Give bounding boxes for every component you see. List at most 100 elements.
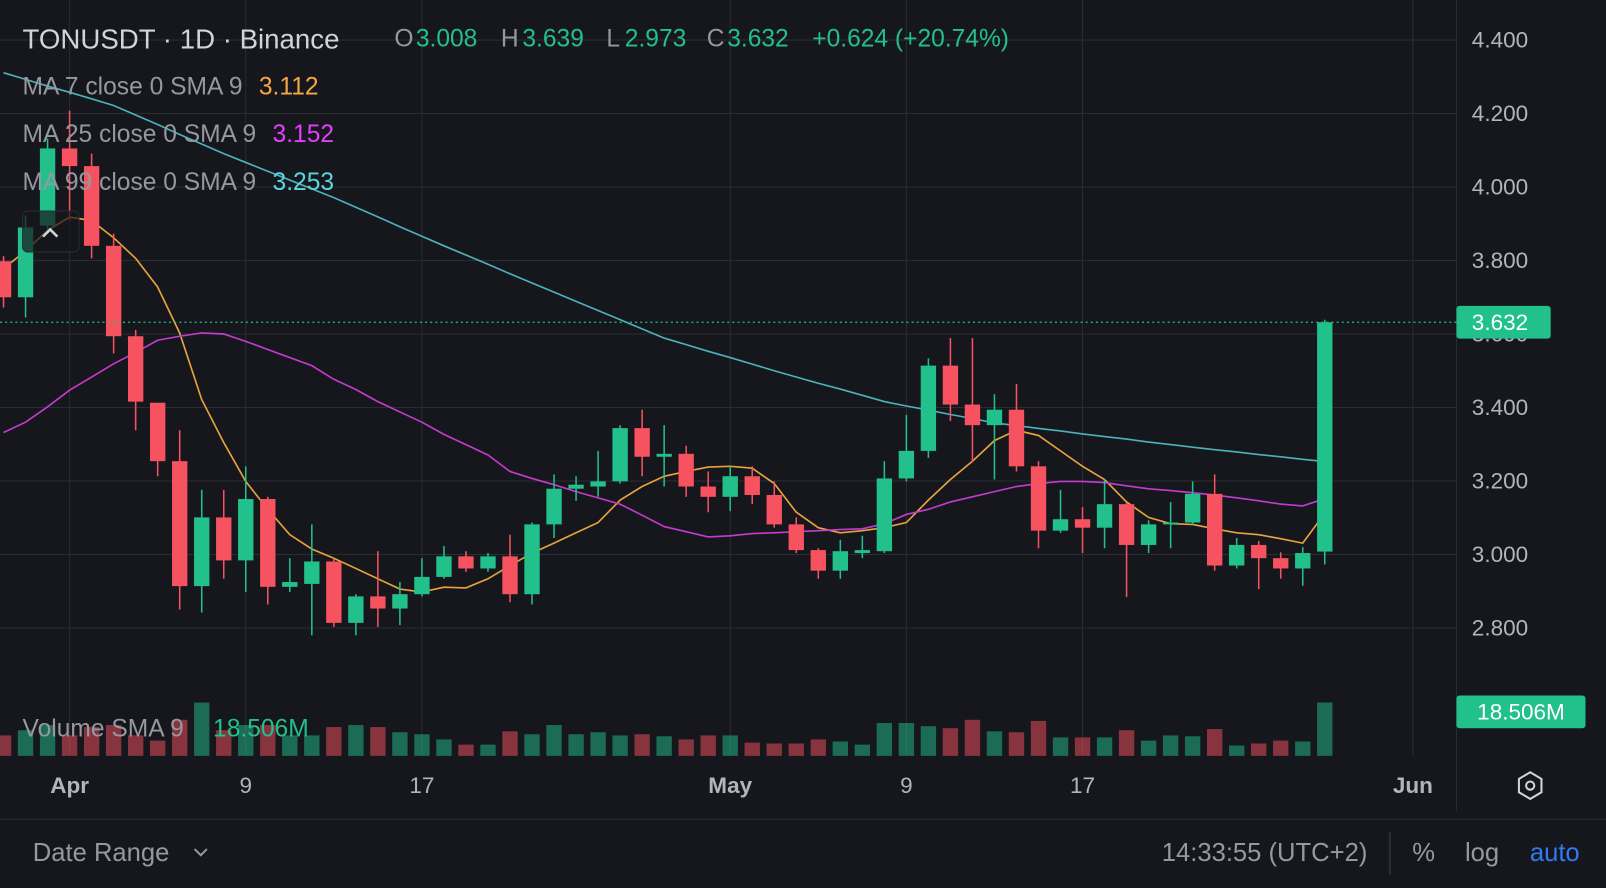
candle-body [744,476,760,495]
price-badge [1456,305,1551,339]
volume-bar [1229,745,1245,756]
volume-bar [744,742,760,756]
candle-body [1052,519,1069,531]
candle-body [964,404,981,426]
volume-bar [590,732,606,756]
legend-label: MA 25 close 0 SMA 9 [23,121,257,148]
candle-body [1030,466,1047,531]
candle-body [127,336,144,402]
candle-body [326,561,342,623]
candle-body [612,428,628,482]
auto-toggle[interactable]: auto [1530,839,1580,867]
volume-bar [326,727,342,756]
candle-body [194,517,210,587]
date-range[interactable]: Date Range [33,839,170,867]
volume-bar [546,725,562,756]
candle-body [149,402,166,462]
legend-label: MA 99 close 0 SMA 9 [23,169,257,196]
volume-bar [722,735,738,756]
price-badge-label: 3.632 [1472,310,1528,335]
candle-body [942,365,959,405]
candle-body [39,148,56,226]
volume-bar [568,734,584,756]
candle-body [436,556,452,577]
volume-bar [612,735,628,756]
percent-toggle[interactable]: % [1412,839,1435,867]
volume-bar [1052,737,1069,756]
candle-body [502,556,518,595]
volume-bar [392,732,408,756]
candle-body [568,484,584,489]
ohlc-label: C [707,25,725,52]
volume-bar [634,734,650,756]
volume-bar [480,744,496,756]
candle-body [83,166,100,246]
volume-bar [194,702,210,756]
y-tick-label: 3.400 [1472,395,1528,420]
volume-bar [127,735,144,756]
volume-bar [964,719,981,756]
volume-bar [1162,735,1179,756]
volume-bar [656,736,672,756]
volume-bar [942,728,959,756]
ma-line [3,71,1325,463]
log-toggle[interactable]: log [1465,839,1499,867]
axes: 2.8003.0003.2003.4003.6003.8004.0004.200… [50,28,1528,799]
candle-body [216,517,232,561]
candle-body [1251,544,1267,559]
legend-value: 3.152 [273,121,335,148]
candle-body [260,499,276,587]
volume-bar [17,730,34,756]
ohlc-label: H [501,25,519,52]
candle-body [524,524,540,595]
volume-bar [216,730,232,756]
candle-body [678,453,694,487]
candle-body [172,461,188,587]
settings-icon[interactable] [1517,771,1543,801]
y-tick-label: 4.400 [1472,28,1528,53]
candle-body [1118,504,1135,545]
volume-bar [458,744,474,756]
volume-bar [370,727,386,756]
clock: 14:33:55 (UTC+2) [1162,839,1368,867]
volume-bar [766,743,782,756]
ohlc-value: 3.632 [727,25,789,52]
volume-bar [986,731,1003,756]
volume-bar [414,734,430,756]
volume-bar [105,725,122,756]
ohlc-value: 3.008 [416,25,478,52]
candle-body [392,594,408,609]
candle-body [876,478,893,552]
volume-bar [304,735,320,756]
volume-bar [282,735,298,756]
candle-body [480,556,496,569]
candle-body [304,561,320,584]
candle-body [766,494,782,525]
candle-body [656,453,672,457]
volume-bar [920,726,937,756]
legend-value: 3.253 [273,169,335,196]
candle-body [1184,493,1201,523]
volume-bar [39,725,56,756]
y-tick-label: 3.000 [1472,542,1528,567]
candle-body [414,576,430,595]
y-tick-label: 2.800 [1472,615,1528,640]
candle-body [238,499,254,561]
volume-bar [1295,741,1311,756]
candle-body [722,476,738,497]
volume-bar [700,735,716,756]
volume-bar [898,723,915,756]
x-tick-label: Jun [1393,773,1433,798]
candle-body [61,148,78,167]
candle-body [0,261,12,298]
x-tick-label: 9 [900,773,913,798]
ohlc-value: 2.973 [625,25,687,52]
volume-bar [854,744,871,756]
volume-bar [436,739,452,756]
volume-bar [1206,729,1223,756]
candle-body [634,428,650,457]
volume-bar [524,734,540,756]
